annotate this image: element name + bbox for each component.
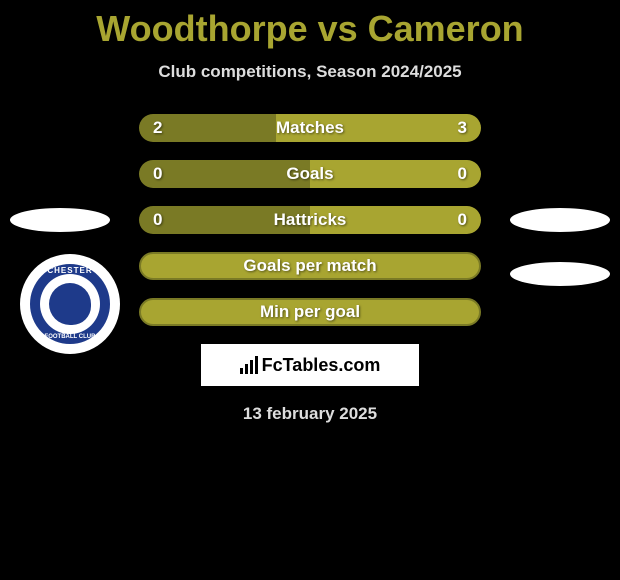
- stat-right-value: 0: [310, 206, 481, 234]
- stat-label: Goals per match: [141, 256, 479, 276]
- main-area: CHESTER FOOTBALL CLUB 23Matches00Goals00…: [0, 82, 620, 424]
- stat-bar-matches: 23Matches: [139, 114, 481, 142]
- credit-text: FcTables.com: [262, 355, 381, 376]
- stat-left-value: 0: [139, 160, 310, 188]
- stat-bar-goals: 00Goals: [139, 160, 481, 188]
- player-badge-right-2: [510, 262, 610, 286]
- club-lion-icon: [49, 283, 91, 325]
- stat-bar-min-per-goal: Min per goal: [139, 298, 481, 326]
- subtitle: Club competitions, Season 2024/2025: [0, 62, 620, 82]
- stat-left-value: 2: [139, 114, 276, 142]
- stat-right-value: 3: [276, 114, 481, 142]
- date-text: 13 february 2025: [0, 404, 620, 424]
- club-badge-left: CHESTER FOOTBALL CLUB: [20, 254, 120, 354]
- player-badge-right-1: [510, 208, 610, 232]
- stat-label: Min per goal: [141, 302, 479, 322]
- club-name-top: CHESTER: [30, 266, 110, 275]
- player-badge-left: [10, 208, 110, 232]
- bar-chart-icon: [240, 356, 258, 374]
- stat-right-value: 0: [310, 160, 481, 188]
- stat-bar-hattricks: 00Hattricks: [139, 206, 481, 234]
- credit-box: FcTables.com: [201, 344, 419, 386]
- stat-bar-goals-per-match: Goals per match: [139, 252, 481, 280]
- stat-left-value: 0: [139, 206, 310, 234]
- club-name-bottom: FOOTBALL CLUB: [30, 334, 110, 340]
- stats-container: 23Matches 00Goals 00Hattricks Goals per mat…: [139, 114, 481, 326]
- page-title: Woodthorpe vs Cameron: [0, 0, 620, 50]
